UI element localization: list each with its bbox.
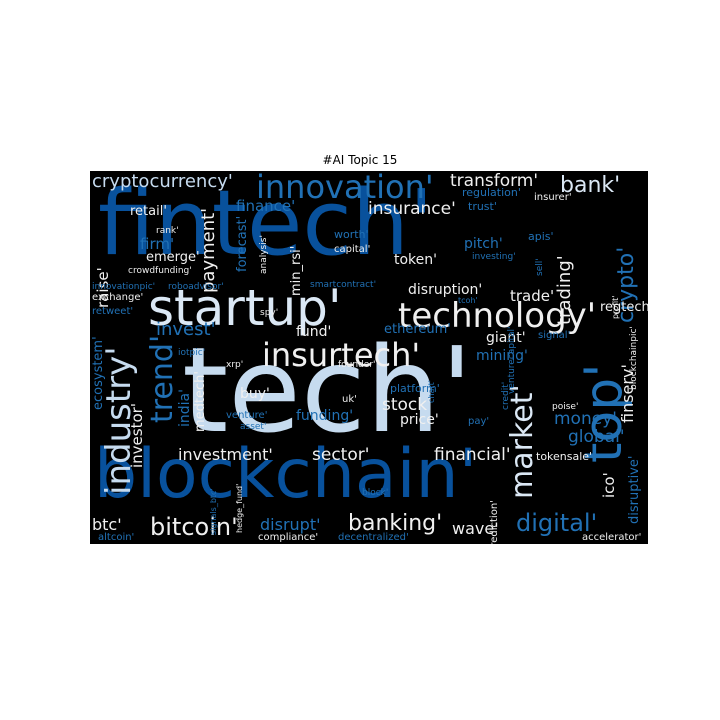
word-15: transform': [450, 171, 539, 191]
word-10: market': [505, 384, 540, 499]
word-83: iotpic': [178, 348, 206, 358]
word-89: venture': [226, 410, 268, 421]
word-34: disrupt': [260, 515, 321, 534]
word-4: technology': [398, 296, 597, 336]
word-22: investment': [178, 445, 273, 464]
word-98: tcoh': [458, 296, 478, 305]
word-17: insurance': [368, 199, 456, 219]
word-58: altcoin': [98, 532, 135, 543]
word-41: medtech': [193, 371, 208, 432]
word-2: blockchain': [94, 435, 478, 514]
word-99: credit': [501, 381, 511, 410]
word-7: innovation': [256, 171, 434, 206]
word-9: trend': [145, 334, 180, 423]
word-11: bitcoin': [150, 513, 238, 541]
word-43: price': [400, 412, 439, 428]
word-29: disruption': [408, 282, 483, 298]
figure-title: #AI Topic 15: [322, 153, 398, 167]
word-21: invest': [156, 319, 216, 340]
word-53: retail': [130, 204, 167, 219]
word-50: regtech': [600, 300, 648, 315]
word-23: sector': [312, 445, 370, 465]
word-92: poise': [552, 402, 579, 412]
word-3: startup': [148, 279, 342, 337]
word-36: btc': [92, 515, 122, 534]
word-25: finance': [236, 197, 296, 215]
word-79: retweet': [92, 306, 134, 317]
word-46: ethereum': [384, 322, 451, 337]
word-96: block': [362, 488, 389, 498]
word-31: global': [568, 427, 625, 447]
word-72: investing': [472, 252, 516, 262]
word-94: signals_btc': [209, 488, 218, 535]
word-82: xrp': [226, 360, 244, 370]
word-88: uk': [342, 394, 357, 405]
word-51: firm': [140, 235, 175, 253]
word-86: profit': [611, 295, 620, 319]
word-44: buy': [240, 386, 270, 402]
word-70: capital': [334, 244, 371, 255]
word-63: regulation': [462, 186, 521, 199]
word-75: crowdfunding': [128, 266, 192, 276]
word-60: decentralized': [338, 532, 409, 543]
word-80: spy': [260, 308, 279, 318]
word-cloud: tech' fintech' blockchain' startup' technolo…: [90, 171, 648, 544]
word-87: platform': [390, 382, 440, 395]
word-1: fintech': [98, 171, 434, 276]
word-42: funding': [296, 408, 354, 424]
word-28: trade': [510, 287, 555, 305]
word-85: blockchainpic': [629, 326, 639, 390]
word-81: founder': [338, 360, 376, 370]
word-45: token': [394, 252, 437, 268]
word-57: tokensale': [536, 450, 593, 463]
word-74: rank': [156, 226, 179, 236]
word-67: sell': [535, 258, 545, 276]
word-69: worth': [334, 228, 369, 241]
word-64: trust': [468, 200, 497, 213]
word-71: analysis': [259, 235, 269, 274]
word-19: trading': [554, 255, 575, 325]
word-52: emerge': [146, 250, 200, 265]
word-61: accelerator': [582, 532, 642, 543]
word-49: pitch': [464, 236, 503, 252]
word-16: bank': [560, 173, 621, 198]
word-0: tech': [182, 321, 473, 459]
word-62: prediction': [489, 500, 500, 544]
word-14: cryptocurrency': [92, 171, 233, 192]
word-27: fund': [296, 324, 332, 340]
word-38: ecosystem': [91, 336, 106, 410]
word-55: min_rsi': [289, 245, 304, 296]
word-90: asset': [240, 422, 267, 432]
word-66: insurer': [534, 192, 572, 203]
word-20: payment': [198, 207, 219, 293]
word-54: forecast': [235, 215, 250, 272]
word-76: innovationpic': [92, 282, 156, 292]
word-35: wave': [452, 519, 499, 538]
word-33: ico': [600, 472, 618, 498]
word-5: insurtech': [262, 336, 421, 374]
word-40: india': [177, 389, 193, 427]
word-59: compliance': [258, 532, 319, 543]
word-48: mining': [476, 348, 528, 364]
word-84: signal': [538, 330, 571, 341]
word-78: exchange': [92, 292, 144, 303]
word-26: stock': [382, 395, 432, 415]
word-47: giant': [486, 330, 526, 346]
word-95: hedge_fund': [235, 483, 244, 533]
word-12: banking': [348, 511, 443, 536]
word-65: apis': [528, 230, 554, 243]
word-13: digital': [516, 509, 598, 537]
word-91: pay': [468, 416, 490, 427]
word-24: financial': [434, 445, 511, 465]
word-73: smartcontract': [310, 280, 377, 290]
word-97: chart': [427, 380, 436, 403]
word-77: roboadvisor': [168, 282, 224, 292]
word-30: money': [554, 409, 617, 429]
word-56: disruptive': [627, 455, 642, 524]
word-39: investor': [128, 403, 146, 468]
